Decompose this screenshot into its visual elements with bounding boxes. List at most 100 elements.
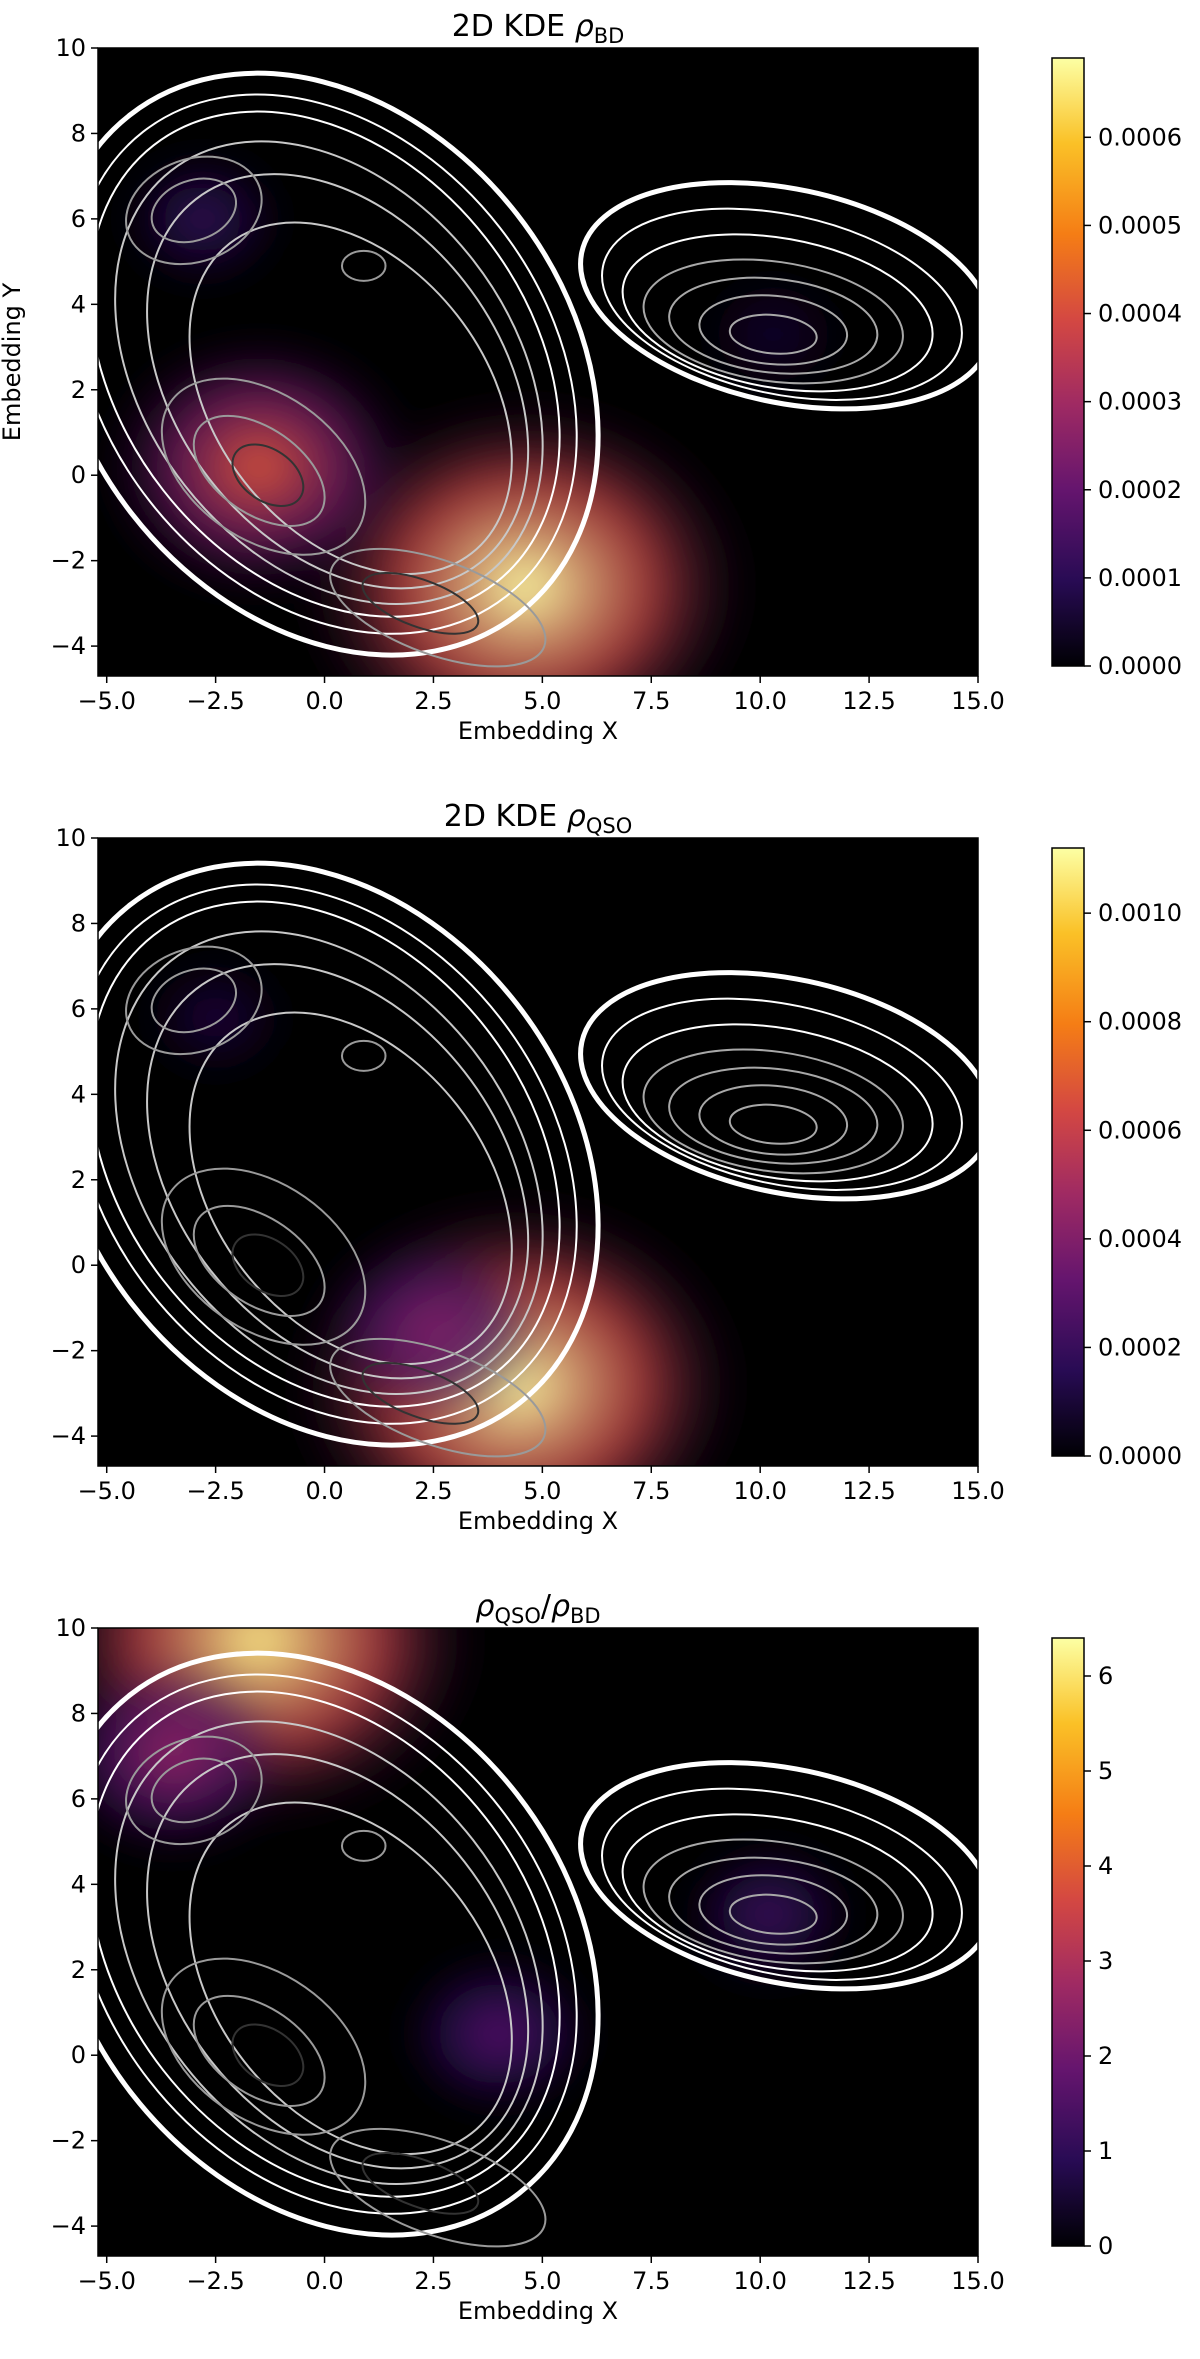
x-tick-label: 12.5 bbox=[842, 2267, 895, 2295]
x-tick-label: −2.5 bbox=[186, 2267, 244, 2295]
contour-line bbox=[231, 2023, 305, 2087]
y-tick-label: 2 bbox=[71, 1166, 86, 1194]
x-tick-label: 0.0 bbox=[305, 2267, 343, 2295]
density-peak bbox=[123, 152, 282, 285]
x-tick-label: −5.0 bbox=[78, 1477, 136, 1505]
contour-line bbox=[329, 2127, 547, 2248]
colorbar-tick-label: 6 bbox=[1098, 1662, 1113, 1690]
y-tick-label: 10 bbox=[55, 1614, 86, 1642]
x-tick-label: 15.0 bbox=[951, 687, 1004, 715]
colorbar-tick-label: 3 bbox=[1098, 1947, 1113, 1975]
contour-line bbox=[146, 963, 530, 1380]
density-heatmap bbox=[98, 1628, 854, 2114]
kde-contours bbox=[98, 860, 978, 1458]
contour-line bbox=[114, 1720, 544, 2185]
colorbar-tick-label: 0.0006 bbox=[1098, 123, 1182, 151]
x-tick-label: 2.5 bbox=[414, 687, 452, 715]
kde-contours bbox=[98, 1650, 978, 2248]
density-peak bbox=[684, 1843, 854, 1985]
contour-line bbox=[160, 1957, 367, 2136]
colorbar-tick-label: 5 bbox=[1098, 1757, 1113, 1785]
x-tick-label: 7.5 bbox=[632, 1477, 670, 1505]
density-peak bbox=[148, 961, 283, 1074]
contour-line bbox=[601, 207, 963, 401]
y-tick-label: 8 bbox=[71, 909, 86, 937]
x-tick-label: 10.0 bbox=[733, 687, 786, 715]
contour-line bbox=[642, 1838, 904, 1965]
contour-line bbox=[98, 1650, 601, 2238]
x-tick-label: 5.0 bbox=[523, 687, 561, 715]
x-tick-label: 5.0 bbox=[523, 2267, 561, 2295]
colorbar-tick-label: 0 bbox=[1098, 2232, 1113, 2260]
chart-title: ρQSO/ρBD bbox=[475, 1589, 600, 1628]
contour-line bbox=[146, 173, 530, 590]
contour-line bbox=[146, 1753, 530, 2170]
contour-line bbox=[361, 571, 480, 635]
contour-line bbox=[125, 1735, 263, 1846]
axes-frame bbox=[97, 1627, 979, 2257]
chart-title: 2D KDE ρBD bbox=[452, 9, 625, 48]
colorbar-tick-label: 0.0008 bbox=[1098, 1008, 1182, 1036]
x-tick-label: 15.0 bbox=[951, 2267, 1004, 2295]
colorbar-tick-label: 0.0001 bbox=[1098, 564, 1182, 592]
y-tick-label: −4 bbox=[51, 2212, 86, 2240]
contour-line bbox=[188, 1011, 513, 1366]
contour-line bbox=[192, 1204, 326, 1317]
x-tick-label: 2.5 bbox=[414, 1477, 452, 1505]
x-axis-label: Embedding X bbox=[458, 2297, 618, 2325]
colorbar-tick-label: 2 bbox=[1098, 2042, 1113, 2070]
contour-line bbox=[150, 177, 238, 244]
x-tick-label: 12.5 bbox=[842, 687, 895, 715]
x-tick-label: 7.5 bbox=[632, 2267, 670, 2295]
plot-area bbox=[98, 1628, 978, 2248]
panel-1: −5.0 −2.5 0.0 2.5 5.0 7.5 10.0 12.5 15.0 −4 −2 0 2 4 6… bbox=[0, 9, 1182, 745]
contour-line bbox=[340, 249, 387, 282]
y-tick-label: 0 bbox=[71, 2041, 86, 2069]
contour-line bbox=[361, 2151, 480, 2215]
y-tick-label: 2 bbox=[71, 376, 86, 404]
contour-line bbox=[668, 1856, 879, 1955]
contour-line bbox=[728, 313, 818, 355]
contour-line bbox=[601, 1787, 963, 1981]
contour-line bbox=[728, 1103, 818, 1145]
contour-line bbox=[98, 883, 578, 1425]
contour-line bbox=[578, 180, 978, 412]
contour-line bbox=[329, 547, 547, 668]
x-tick-label: 10.0 bbox=[733, 1477, 786, 1505]
contour-line bbox=[160, 1167, 367, 1346]
chart-title: 2D KDE ρQSO bbox=[444, 799, 632, 838]
contour-line bbox=[231, 443, 305, 507]
contour-line bbox=[621, 1813, 934, 1973]
y-tick-label: 0 bbox=[71, 461, 86, 489]
x-tick-label: 7.5 bbox=[632, 687, 670, 715]
y-tick-label: −2 bbox=[51, 1337, 86, 1365]
contour-line bbox=[668, 1066, 879, 1165]
colorbar-tick-label: 1 bbox=[1098, 2137, 1113, 2165]
colorbar-tick-label: 0.0004 bbox=[1098, 1225, 1182, 1253]
plot-area bbox=[98, 860, 978, 1466]
contour-line bbox=[668, 276, 879, 375]
y-tick-label: 6 bbox=[71, 1785, 86, 1813]
contour-line bbox=[160, 377, 367, 556]
contour-line bbox=[192, 1994, 326, 2107]
contour-line bbox=[340, 1039, 387, 1072]
colorbar-tick-label: 0.0000 bbox=[1098, 652, 1182, 680]
contour-line bbox=[578, 970, 978, 1202]
contour-line bbox=[698, 1874, 849, 1946]
contour-line bbox=[188, 221, 513, 576]
x-axis-label: Embedding X bbox=[458, 717, 618, 745]
x-tick-label: −5.0 bbox=[78, 687, 136, 715]
colorbar-tick-label: 0.0006 bbox=[1098, 1116, 1182, 1144]
contour-line bbox=[125, 945, 263, 1056]
plot-area bbox=[98, 70, 978, 676]
y-tick-label: 4 bbox=[71, 1080, 86, 1108]
colorbar-tick-label: 0.0005 bbox=[1098, 211, 1182, 239]
y-tick-label: −4 bbox=[51, 1422, 86, 1450]
x-tick-label: 5.0 bbox=[523, 1477, 561, 1505]
y-tick-label: 0 bbox=[71, 1251, 86, 1279]
y-tick-label: 10 bbox=[55, 824, 86, 852]
y-tick-label: 8 bbox=[71, 1699, 86, 1727]
x-tick-label: −2.5 bbox=[186, 687, 244, 715]
x-tick-label: 10.0 bbox=[733, 2267, 786, 2295]
density-peak bbox=[709, 281, 837, 388]
